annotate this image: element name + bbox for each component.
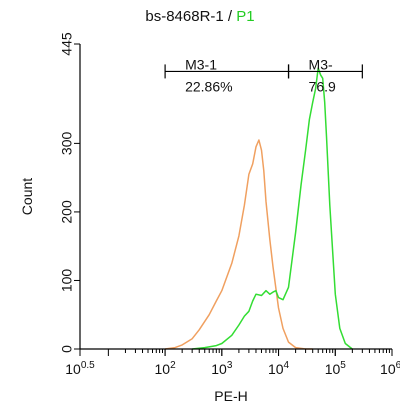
x-tick-base-1: 10 [155, 361, 171, 377]
x-tick-exponent-4: 5 [340, 360, 346, 371]
y-tick-label-2: 200 [59, 200, 75, 224]
x-tick-base-2: 10 [211, 361, 227, 377]
gate-name-1: M3- [309, 56, 333, 72]
chart-title-gate: P1 [236, 8, 255, 25]
x-tick-base-3: 10 [268, 361, 284, 377]
x-axis-label: PE-H [214, 388, 247, 404]
x-tick-exponent-0: 0.5 [81, 360, 95, 371]
y-axis-label: Count [19, 178, 35, 215]
x-tick-label-5: 106. [380, 360, 400, 377]
x-tick-label-3: 104 [268, 360, 290, 377]
x-tick-exponent-5: 6. [396, 360, 400, 371]
chart-title-separator: / [223, 8, 237, 25]
gate-name-0: M3-1 [185, 56, 217, 72]
gate-percent-0: 22.86% [185, 78, 232, 94]
series-line-0 [164, 139, 313, 350]
plot-area [164, 67, 353, 350]
x-tick-base-4: 10 [325, 361, 341, 377]
x-tick-base-0: 10 [65, 361, 81, 377]
x-tick-exponent-1: 2 [170, 360, 176, 371]
gates: M3-1 22.86% M3- 76.9 [164, 56, 363, 94]
y-tick-label-1: 100 [59, 269, 75, 293]
x-tick-label-1: 102 [155, 360, 177, 377]
series-line-1 [192, 67, 353, 350]
gate-percent-1: 76.9 [309, 78, 336, 94]
chart-title-sample: bs-8468R-1 [145, 8, 224, 25]
x-tick-label-4: 105 [325, 360, 347, 377]
chart-title: bs-8468R-1 / P1 [0, 8, 400, 25]
y-tick-label-3: 300 [59, 131, 75, 155]
x-tick-label-0: 100.5 [65, 360, 95, 377]
x-tick-exponent-2: 3 [227, 360, 233, 371]
x-tick-label-2: 103 [211, 360, 233, 377]
y-tick-label-0: 0 [59, 345, 75, 353]
y-tick-label-4: 445 [59, 32, 75, 56]
x-tick-exponent-3: 4 [284, 360, 290, 371]
x-tick-base-5: 10 [380, 361, 396, 377]
axes: 0100200300445Count100.5102103104105106.P… [19, 32, 400, 404]
